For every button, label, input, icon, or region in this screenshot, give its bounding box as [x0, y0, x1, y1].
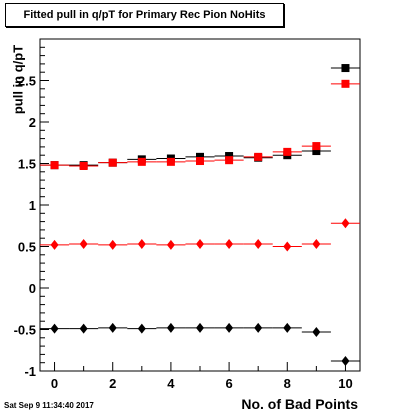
x-tick-label: 2 — [109, 376, 116, 391]
data-point-diamond — [225, 322, 234, 333]
data-point-square — [166, 157, 175, 166]
data-point-diamond — [312, 326, 321, 337]
x-tick-label: 10 — [338, 376, 352, 391]
data-point-square — [50, 161, 59, 170]
data-point-diamond — [225, 239, 234, 250]
plot-frame — [39, 38, 361, 372]
data-point-diamond — [341, 356, 350, 367]
data-point-diamond — [79, 323, 88, 334]
data-point-diamond — [108, 322, 117, 333]
data-point-square — [254, 152, 263, 161]
data-point-square — [196, 157, 204, 166]
data-point-diamond — [50, 323, 59, 334]
series-1 — [40, 64, 360, 170]
data-point-diamond — [166, 239, 175, 250]
data-point-diamond — [196, 239, 204, 250]
y-tick-label: -1 — [24, 364, 36, 379]
series-2 — [40, 79, 360, 170]
x-tick-label: 8 — [284, 376, 291, 391]
data-point-diamond — [137, 239, 146, 250]
y-tick-label: 2 — [29, 115, 36, 130]
data-point-square — [225, 156, 234, 165]
y-axis: -1 -0.5 0 0.5 1 1.5 2 2.5 — [14, 38, 49, 379]
x-axis: 0 2 4 6 8 10 — [51, 362, 353, 391]
y-axis-label: pull in q/pT — [10, 44, 26, 115]
data-point-diamond — [50, 239, 59, 250]
data-point-square — [137, 157, 146, 166]
x-tick-label: 4 — [167, 376, 175, 391]
data-point-diamond — [137, 323, 146, 334]
series-4 — [40, 322, 360, 367]
data-point-square — [341, 79, 350, 88]
y-tick-label: 1.5 — [18, 157, 36, 172]
data-point-diamond — [312, 239, 321, 250]
title-box: Fitted pull in q/pT for Primary Rec Pion… — [5, 3, 284, 27]
datestamp: Sat Sep 9 11:34:40 2017 — [4, 401, 94, 410]
data-point-diamond — [283, 241, 292, 252]
series-3 — [40, 218, 360, 252]
y-tick-label: -0.5 — [14, 323, 36, 338]
data-point-diamond — [196, 322, 204, 333]
data-point-square — [283, 147, 292, 156]
data-point-diamond — [166, 322, 175, 333]
data-point-square — [108, 158, 117, 167]
data-point-diamond — [341, 218, 350, 229]
chart-title: Fitted pull in q/pT for Primary Rec Pion… — [23, 9, 266, 21]
data-series — [40, 64, 360, 367]
y-tick-label: 2.5 — [18, 74, 36, 89]
data-point-square — [196, 152, 204, 161]
data-point-diamond — [108, 239, 117, 250]
y-tick-label: 1 — [29, 198, 36, 213]
data-point-square — [312, 147, 321, 156]
x-axis-label: No. of Bad Points — [241, 396, 358, 412]
data-point-square — [341, 64, 350, 73]
data-point-diamond — [79, 239, 88, 250]
data-point-diamond — [283, 322, 292, 333]
data-point-square — [312, 142, 321, 151]
x-tick-label: 6 — [225, 376, 232, 391]
data-point-square — [79, 161, 88, 170]
data-point-diamond — [254, 322, 263, 333]
data-point-diamond — [254, 239, 263, 250]
x-tick-label: 0 — [51, 376, 58, 391]
y-tick-label: 0 — [29, 281, 36, 296]
data-point-square — [225, 152, 234, 161]
y-tick-label: 0.5 — [18, 240, 36, 255]
